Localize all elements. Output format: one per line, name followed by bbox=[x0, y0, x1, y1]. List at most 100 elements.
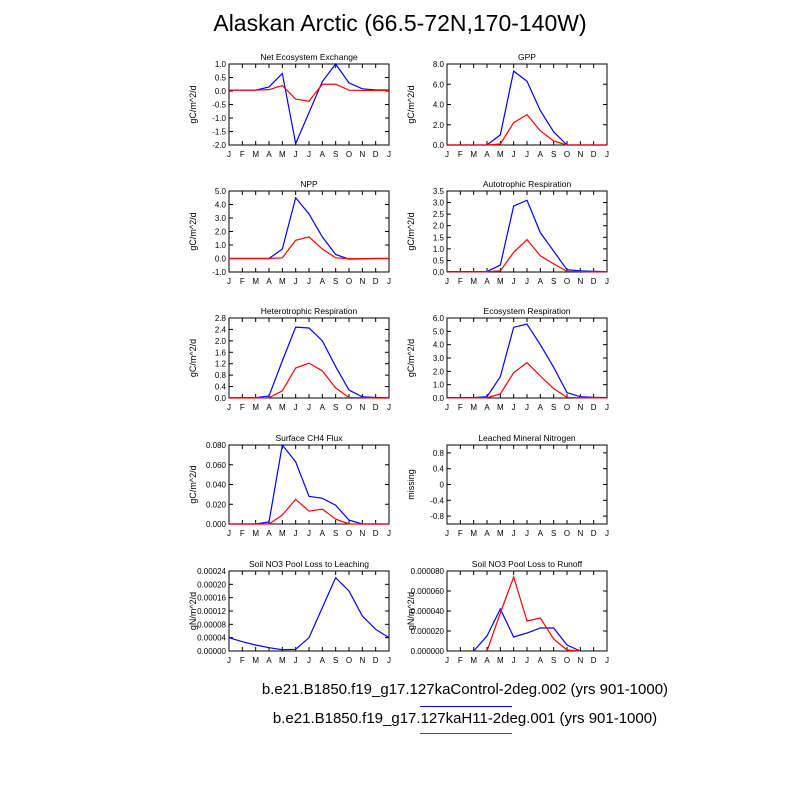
chart-4-ytick-label-5: 2.0 bbox=[215, 337, 227, 346]
chart-7-ytick-label-0: -0.8 bbox=[430, 512, 444, 521]
chart-1-xtick-label-5: J bbox=[512, 150, 516, 159]
chart-2-xtick-label-1: F bbox=[240, 277, 245, 286]
chart-3-ytick-label-1: 0.5 bbox=[433, 256, 445, 265]
chart-2-xtick-label-6: J bbox=[307, 277, 311, 286]
chart-2-xtick-label-8: S bbox=[333, 277, 338, 286]
chart-8-xtick-label-5: J bbox=[294, 656, 298, 665]
chart-9-xtick-label-2: M bbox=[470, 656, 477, 665]
chart-3-ytick-label-3: 1.5 bbox=[433, 233, 445, 242]
chart-7-xtick-label-9: O bbox=[564, 529, 570, 538]
chart-5-ytick-label-6: 6.0 bbox=[433, 314, 445, 323]
chart-6-xtick-label-1: F bbox=[240, 529, 245, 538]
chart-9-xtick-label-11: D bbox=[591, 656, 597, 665]
chart-6-series-1-line bbox=[229, 498, 389, 525]
chart-3-xtick-label-9: O bbox=[564, 277, 570, 286]
chart-4-xtick-label-11: D bbox=[373, 403, 379, 412]
chart-2-series-0-line bbox=[229, 196, 389, 260]
chart-1-frame bbox=[446, 63, 608, 146]
chart-5-series-0-line bbox=[447, 323, 608, 399]
chart-6-ylabel: gC/m^2/d bbox=[188, 465, 198, 503]
chart-2-ytick-label-2: 1.0 bbox=[215, 241, 227, 250]
chart-8-ytick-label-0: 0.00000 bbox=[197, 647, 226, 656]
chart-0-ytick-label-0: -2.0 bbox=[212, 141, 226, 150]
chart-4-xtick-label-3: A bbox=[266, 403, 272, 412]
chart-6-xtick-label-3: A bbox=[266, 529, 272, 538]
chart-4-ytick-label-4: 1.6 bbox=[215, 348, 227, 357]
chart-9-xtick-label-5: J bbox=[512, 656, 516, 665]
chart-7-xtick-label-12: J bbox=[605, 529, 609, 538]
chart-8-xtick-label-7: A bbox=[320, 656, 326, 665]
chart-0-ylabel: gC/m^2/d bbox=[188, 85, 198, 123]
chart-4-xtick-label-5: J bbox=[294, 403, 298, 412]
chart-2-frame bbox=[228, 190, 390, 273]
chart-5-ytick-label-3: 3.0 bbox=[433, 354, 445, 363]
chart-7-xtick-label-5: J bbox=[512, 529, 516, 538]
chart-8-xtick-label-11: D bbox=[373, 656, 379, 665]
chart-6-ytick-label-4: 0.080 bbox=[206, 441, 227, 450]
chart-9-xtick-label-6: J bbox=[525, 656, 529, 665]
chart-9-xtick-label-7: A bbox=[538, 656, 544, 665]
chart-1-xtick-label-0: J bbox=[445, 150, 449, 159]
chart-2-ytick-label-4: 3.0 bbox=[215, 214, 227, 223]
chart-5-ylabel: gC/m^2/d bbox=[406, 339, 416, 377]
chart-0-xtick-label-5: J bbox=[294, 150, 298, 159]
chart-1-ytick-label-0: 0.0 bbox=[433, 141, 445, 150]
chart-4-xtick-label-6: J bbox=[307, 403, 311, 412]
chart-6-ytick-label-3: 0.060 bbox=[206, 461, 227, 470]
chart-2-xtick-label-12: J bbox=[387, 277, 391, 286]
chart-3-frame bbox=[446, 190, 608, 273]
legend-line-control bbox=[420, 706, 512, 707]
chart-2-xtick-label-3: A bbox=[266, 277, 272, 286]
chart-0-xtick-label-12: J bbox=[387, 150, 391, 159]
chart-0-xtick-label-1: F bbox=[240, 150, 245, 159]
chart-4-ytick-label-3: 1.2 bbox=[215, 360, 227, 369]
chart-2-ytick-label-0: -1.0 bbox=[212, 268, 226, 277]
chart-1-ytick-label-1: 2.0 bbox=[433, 121, 445, 130]
chart-5-series-1-line bbox=[447, 361, 607, 399]
chart-6-xtick-label-10: N bbox=[359, 529, 365, 538]
chart-7-ytick-label-2: 0 bbox=[440, 481, 445, 490]
chart-8-xtick-label-2: M bbox=[252, 656, 259, 665]
chart-7-ytick-label-3: 0.4 bbox=[433, 465, 445, 474]
chart-0-series-0-line bbox=[229, 62, 389, 146]
chart-3-ytick-label-6: 3.0 bbox=[433, 199, 445, 208]
chart-3-series-0-line bbox=[447, 199, 608, 273]
chart-0-xtick-label-7: A bbox=[320, 150, 326, 159]
chart-8-xtick-label-12: J bbox=[387, 656, 391, 665]
chart-1-xtick-label-2: M bbox=[470, 150, 477, 159]
chart-8-ytick-label-3: 0.00012 bbox=[197, 607, 226, 616]
chart-9-ytick-label-0: 0.000000 bbox=[411, 647, 445, 656]
chart-5-xtick-label-12: J bbox=[605, 403, 609, 412]
chart-4-ytick-label-7: 2.8 bbox=[215, 314, 227, 323]
chart-8-ytick-label-1: 0.00004 bbox=[197, 634, 226, 643]
chart-9-ytick-label-3: 0.000060 bbox=[411, 587, 445, 596]
chart-9-frame bbox=[446, 570, 608, 652]
chart-2-xtick-label-5: J bbox=[294, 277, 298, 286]
chart-1-xtick-label-4: M bbox=[497, 150, 504, 159]
chart-3-xtick-label-11: D bbox=[591, 277, 597, 286]
chart-3-xtick-label-12: J bbox=[605, 277, 609, 286]
chart-2-xtick-label-10: N bbox=[359, 277, 365, 286]
chart-7-ylabel: missing bbox=[406, 469, 416, 500]
chart-8-xtick-label-0: J bbox=[227, 656, 231, 665]
chart-1-xtick-label-9: O bbox=[564, 150, 570, 159]
chart-0-xtick-label-10: N bbox=[359, 150, 365, 159]
legend-label-control: b.e21.B1850.f19_g17.127kaControl-2deg.00… bbox=[261, 681, 669, 698]
chart-0-xtick-label-6: J bbox=[307, 150, 311, 159]
chart-2-title: NPP bbox=[300, 179, 318, 189]
chart-9-ytick-label-4: 0.000080 bbox=[411, 567, 445, 576]
chart-7-xtick-label-7: A bbox=[538, 529, 544, 538]
chart-5-xtick-label-3: A bbox=[484, 403, 490, 412]
chart-1-xtick-label-3: A bbox=[484, 150, 490, 159]
chart-0-ytick-label-1: -1.5 bbox=[212, 128, 226, 137]
chart-2-xtick-label-2: M bbox=[252, 277, 259, 286]
chart-8-series-0-line bbox=[228, 576, 390, 651]
chart-6-ytick-label-0: 0.000 bbox=[206, 520, 227, 529]
chart-4-ytick-label-1: 0.4 bbox=[215, 383, 227, 392]
chart-7-xtick-label-3: A bbox=[484, 529, 490, 538]
chart-0-ytick-label-3: -0.5 bbox=[212, 101, 226, 110]
chart-7-xtick-label-2: M bbox=[470, 529, 477, 538]
chart-2-ytick-label-5: 4.0 bbox=[215, 201, 227, 210]
chart-8-frame bbox=[228, 570, 390, 652]
